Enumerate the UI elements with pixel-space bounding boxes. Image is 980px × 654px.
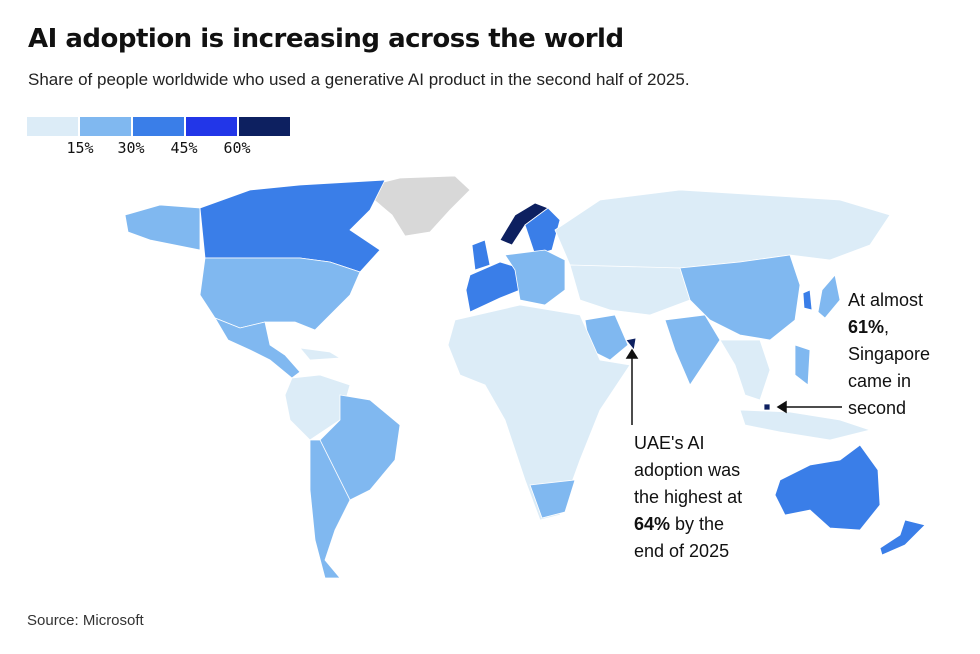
chart-title: AI adoption is increasing across the wor… xyxy=(28,24,624,54)
region-scandinavia xyxy=(524,207,561,256)
region-new-zealand xyxy=(879,519,926,556)
singapore-annotation: At almost 61%, Singapore came in second xyxy=(848,287,958,422)
region-brazil xyxy=(319,394,401,501)
region-mexico xyxy=(214,317,301,379)
region-western-europe xyxy=(465,261,521,313)
region-philippines xyxy=(794,344,811,386)
color-legend xyxy=(27,117,290,136)
legend-swatch-2 xyxy=(80,117,131,136)
region-greenland xyxy=(359,175,471,237)
legend-tick-30: 30% xyxy=(117,139,145,157)
region-uae xyxy=(625,337,637,351)
singapore-annotation-text: At almost xyxy=(848,290,924,310)
uae-annotation-value: 64% xyxy=(634,514,671,534)
legend-swatch-4 xyxy=(186,117,237,136)
legend-swatch-3 xyxy=(133,117,184,136)
region-alaska xyxy=(124,204,201,251)
region-africa xyxy=(447,304,631,521)
region-singapore xyxy=(763,403,771,411)
region-south-america-north xyxy=(284,374,351,441)
legend-tick-45: 45% xyxy=(170,139,198,157)
region-south-africa xyxy=(529,479,576,519)
region-australia xyxy=(774,444,881,531)
source-note: Source: Microsoft xyxy=(27,612,144,629)
region-japan xyxy=(817,274,841,319)
legend-swatch-5 xyxy=(239,117,290,136)
uae-arrowhead xyxy=(625,348,639,359)
uae-annotation-text: UAE's AI adoption was the highest at xyxy=(634,433,743,507)
singapore-arrowhead xyxy=(776,400,787,414)
singapore-annotation-text-end: , Singapore came in second xyxy=(848,317,931,418)
legend-tick-15: 15% xyxy=(66,139,94,157)
region-indonesia xyxy=(739,409,872,441)
legend-tick-60: 60% xyxy=(223,139,251,157)
region-china xyxy=(679,254,801,341)
region-south-america-south xyxy=(309,439,351,579)
singapore-annotation-value: 61% xyxy=(848,317,885,337)
uae-annotation-text-end: by the end of 2025 xyxy=(634,514,730,561)
region-uk xyxy=(471,239,491,271)
region-korea xyxy=(802,289,813,311)
chart-subtitle: Share of people worldwide who used a gen… xyxy=(28,70,690,89)
uae-annotation: UAE's AI adoption was the highest at 64%… xyxy=(634,430,759,565)
region-caribbean xyxy=(299,347,342,361)
region-se-asia xyxy=(719,339,771,401)
region-central-europe xyxy=(504,249,566,306)
legend-swatch-1 xyxy=(27,117,78,136)
